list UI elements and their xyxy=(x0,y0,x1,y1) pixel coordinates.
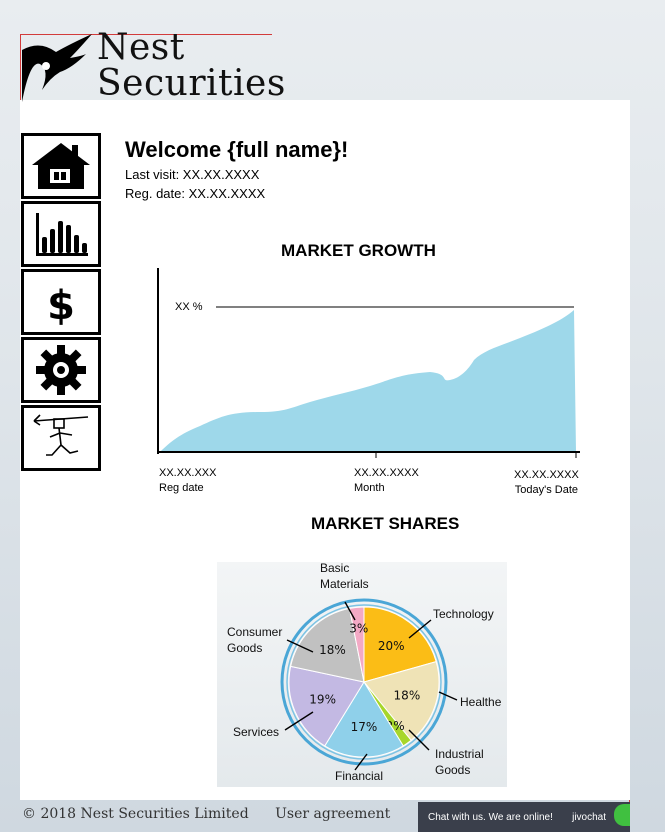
house-icon xyxy=(32,143,90,189)
callout-arrow xyxy=(344,601,356,621)
callout-arrow xyxy=(408,619,432,639)
pie-slice-label: 18% xyxy=(394,689,421,703)
nav-logout-button[interactable] xyxy=(21,405,101,471)
pie-slice-label: 3% xyxy=(349,621,368,635)
x-tick-label: Today's Date xyxy=(514,484,579,496)
running-figure-icon xyxy=(33,414,89,456)
copyright-text: © 2018 Nest Securities Limited xyxy=(22,806,249,822)
label-line: Goods xyxy=(227,641,263,655)
x-tick-month: XX.XX.XXXX Month xyxy=(354,466,419,496)
x-tick-today: XX.XX.XXXX Today's Date xyxy=(514,468,579,498)
nav-settings-button[interactable] xyxy=(21,337,101,403)
label-line: Consumer xyxy=(227,625,283,639)
nav-home-button[interactable] xyxy=(21,133,101,199)
welcome-title: Welcome {full name}! xyxy=(125,137,349,162)
callout-arrow xyxy=(284,711,314,731)
pie-slice-label: 17% xyxy=(351,720,378,734)
pie-slice-label: 20% xyxy=(378,639,405,653)
pie-slice-consumer-goods xyxy=(290,607,365,683)
sidebar-nav: $ xyxy=(21,133,101,473)
user-agreement-link[interactable]: User agreement xyxy=(275,806,391,822)
gear-icon xyxy=(36,345,86,395)
footer: © 2018 Nest Securities Limited User agre… xyxy=(22,806,412,822)
x-tick-value: XX.XX.XXX xyxy=(159,467,217,479)
label-line: Goods xyxy=(435,763,471,777)
growth-percent-label: XX % xyxy=(175,301,203,313)
brand-line-1: Nest xyxy=(97,27,185,68)
nav-funds-button[interactable]: $ xyxy=(21,269,101,335)
label-healthe: Healthe xyxy=(460,695,502,709)
label-technology: Technology xyxy=(433,607,494,621)
pie-slice-label: 19% xyxy=(309,693,336,707)
pie-slice-basic-materials xyxy=(348,606,365,683)
callout-arrow xyxy=(408,729,430,751)
label-consumer-goods: Consumer Goods xyxy=(227,624,282,656)
callout-arrow xyxy=(286,639,314,653)
last-visit-text: Last visit: XX.XX.XXXX xyxy=(125,167,260,182)
chat-online-icon xyxy=(614,804,630,826)
label-financial: Financial xyxy=(335,769,384,783)
chat-brand: jivochat xyxy=(572,811,606,823)
swoosh-logo-icon xyxy=(22,34,92,102)
market-shares-chart: 20% 18% 2% 17% 19% 18% 3% Basic Materials Tech… xyxy=(217,560,507,787)
bar-chart-icon xyxy=(36,213,88,256)
callout-arrow xyxy=(354,753,368,771)
chat-widget[interactable]: Chat with us. We are online! jivochat xyxy=(418,802,630,832)
pie-chart: 20%18%2%17%19%18%3% xyxy=(280,598,458,771)
x-tick-label: Reg date xyxy=(159,482,204,494)
callout-arrow xyxy=(438,691,458,701)
label-industrial-goods: Industrial Goods xyxy=(435,746,484,778)
brand-name[interactable]: Nest Securities xyxy=(97,30,286,102)
reg-date-text: Reg. date: XX.XX.XXXX xyxy=(125,186,266,201)
pie-slice-technology xyxy=(363,606,437,683)
shares-title: MARKET SHARES xyxy=(311,514,460,533)
chat-message: Chat with us. We are online! xyxy=(428,811,553,823)
svg-text:$: $ xyxy=(47,283,75,329)
pie-slice-label: 18% xyxy=(319,643,346,657)
label-basic-materials: Basic Materials xyxy=(320,560,369,592)
brand-line-2: Securities xyxy=(97,63,286,104)
growth-area xyxy=(160,310,576,452)
x-tick-reg: XX.XX.XXX Reg date xyxy=(159,466,216,496)
x-tick-value: XX.XX.XXXX xyxy=(514,469,579,481)
nav-stats-button[interactable] xyxy=(21,201,101,267)
label-line: Basic xyxy=(320,561,350,575)
growth-area-chart xyxy=(157,268,580,458)
label-services: Services xyxy=(233,725,280,739)
x-tick-label: Month xyxy=(354,482,385,494)
dollar-icon: $ xyxy=(47,283,75,329)
label-line: Industrial xyxy=(435,747,484,761)
pie-slice-services xyxy=(288,665,365,747)
brand-logo[interactable] xyxy=(20,30,300,104)
pie-outer-ring xyxy=(280,598,448,766)
guide-line xyxy=(20,34,272,35)
growth-title: MARKET GROWTH xyxy=(281,241,436,260)
label-line: Materials xyxy=(320,577,369,591)
x-tick-value: XX.XX.XXXX xyxy=(354,467,419,479)
